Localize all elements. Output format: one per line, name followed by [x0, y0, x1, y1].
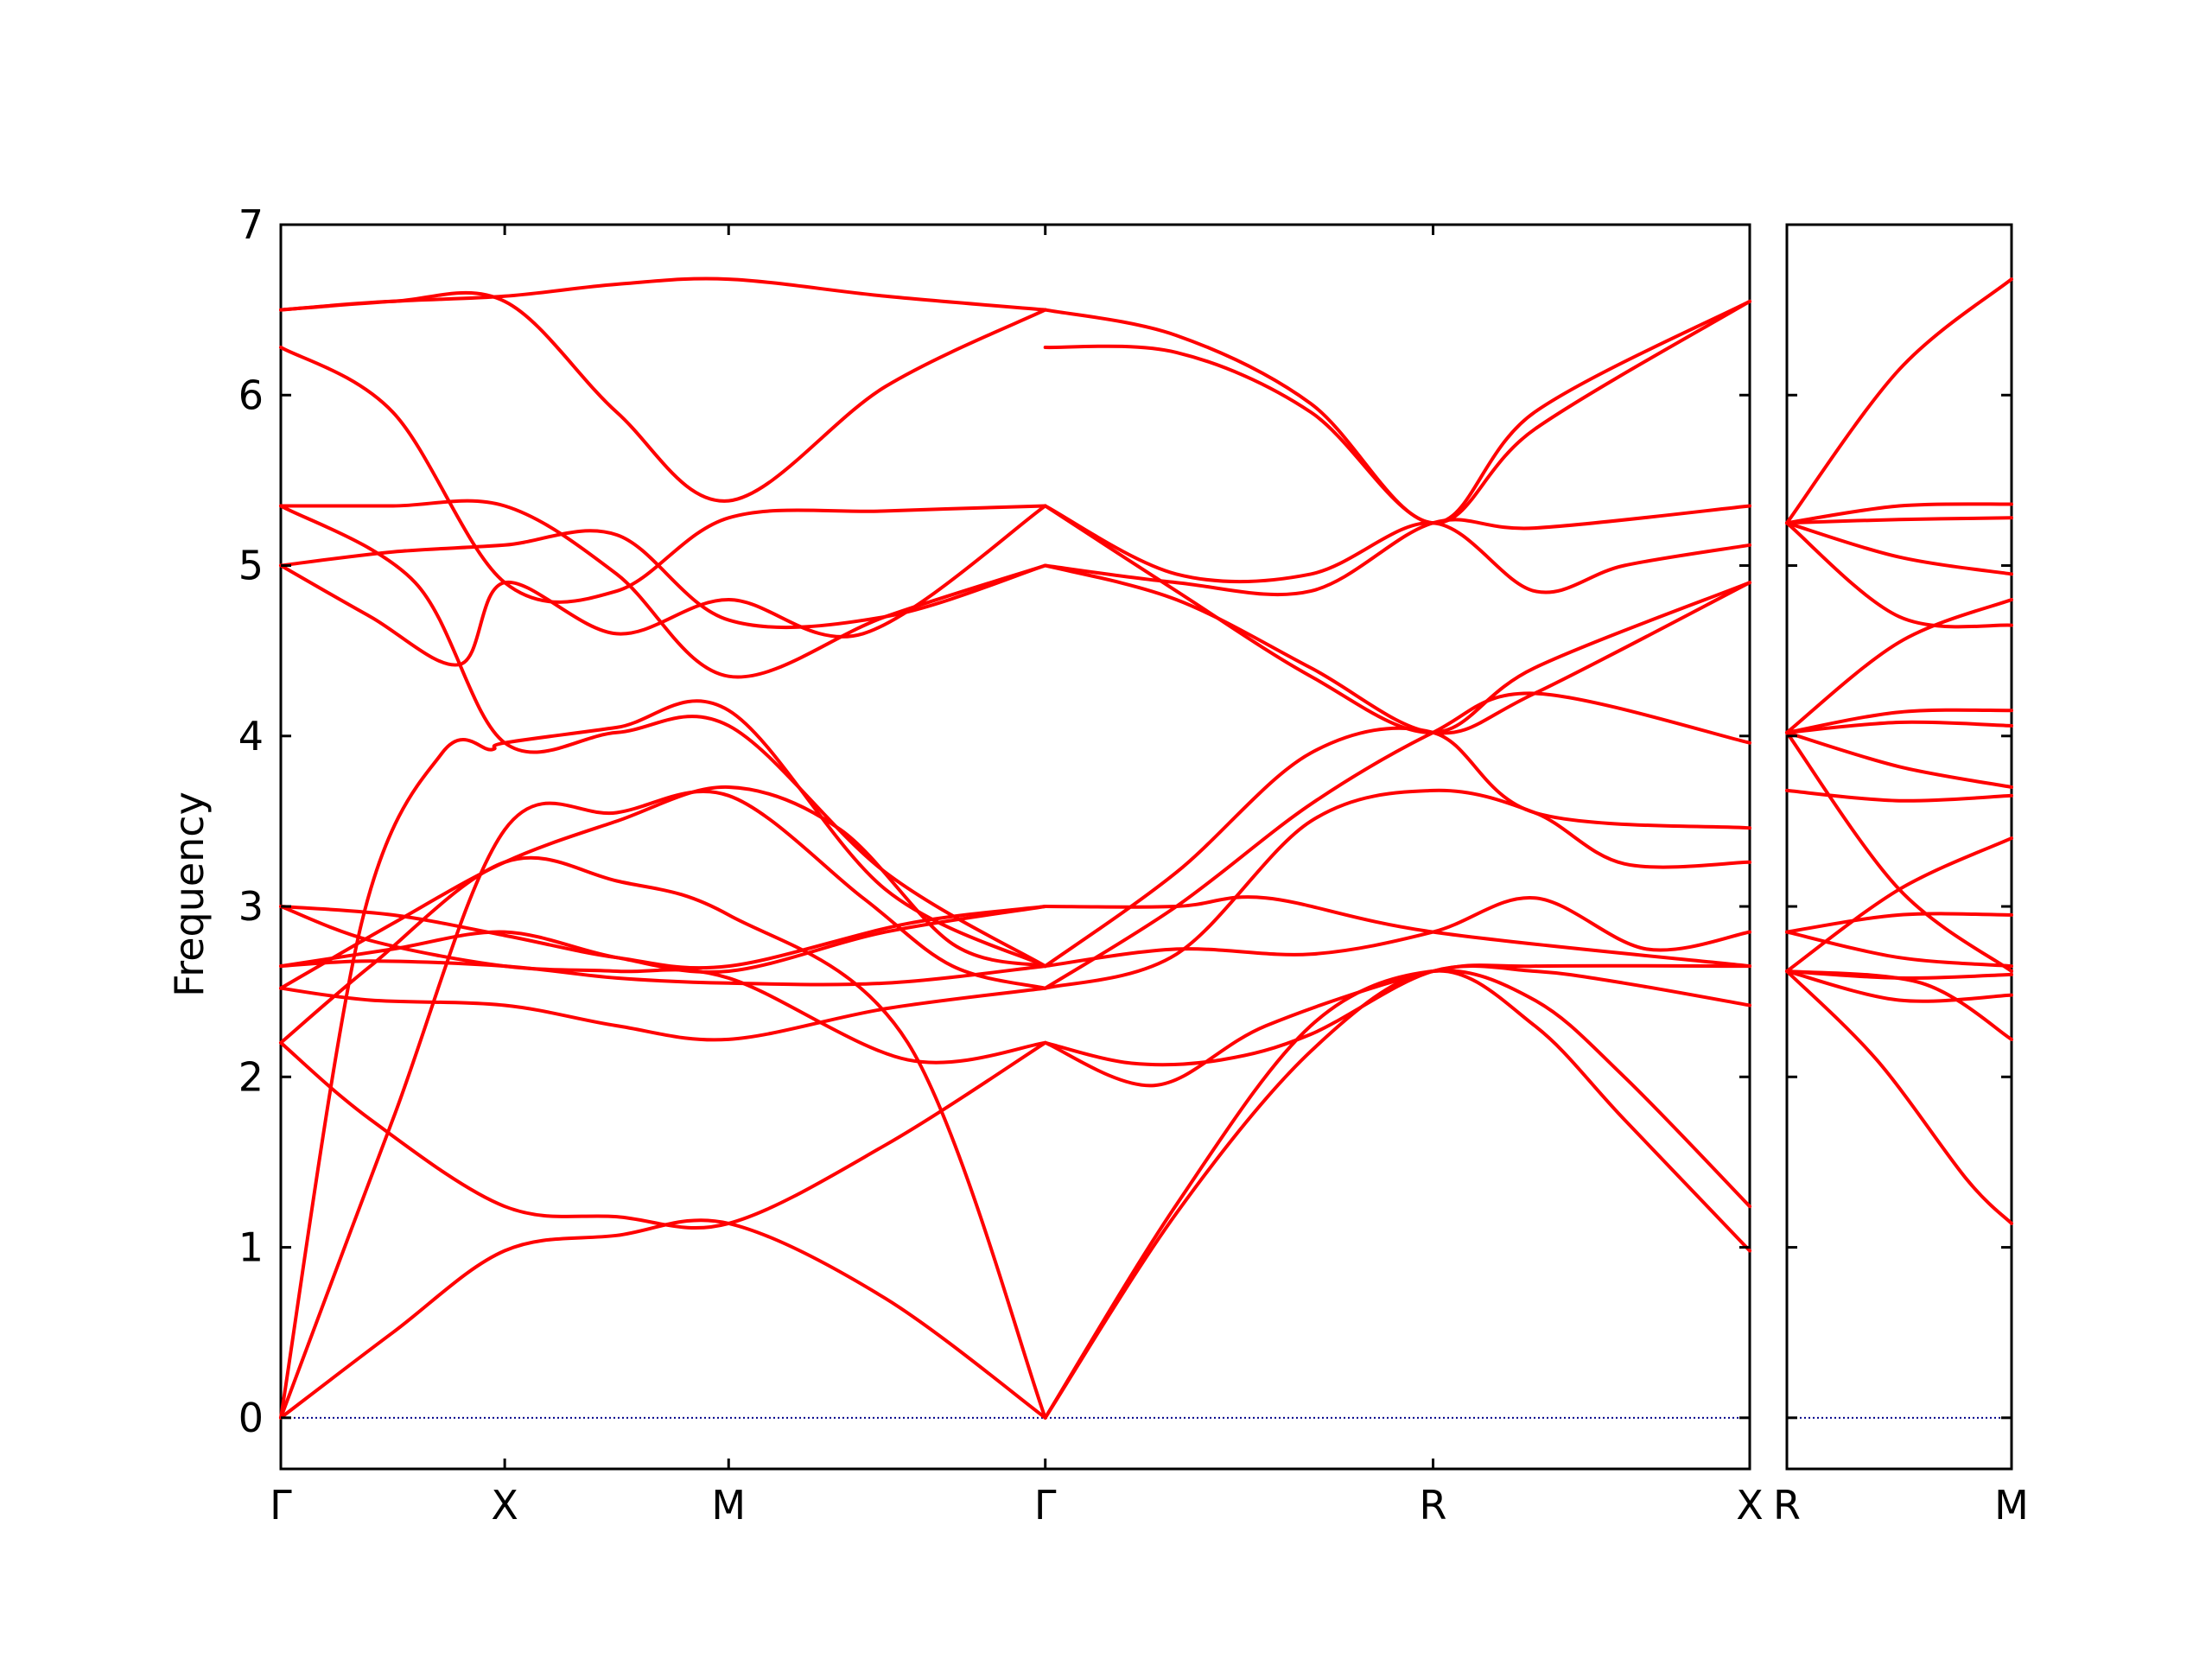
band-line [1043, 299, 1751, 525]
band-line [279, 785, 1047, 990]
band-line [1785, 730, 2013, 789]
band-line [279, 529, 1047, 630]
y-axis-label: Frequency [166, 791, 213, 997]
band-line [1785, 969, 2013, 1003]
x-tick-label: R [1773, 1482, 1801, 1529]
band-line [279, 699, 1047, 1420]
band-line [1043, 788, 1751, 990]
x-tick-label: M [1994, 1482, 2029, 1529]
y-tick-label: 1 [238, 1224, 264, 1271]
band-line [1043, 691, 1751, 990]
band-line [279, 276, 1047, 312]
y-tick-label: 6 [238, 372, 264, 418]
band-line [1785, 521, 2013, 629]
band-line [279, 346, 1047, 604]
x-tick-label: Γ [270, 1482, 292, 1529]
y-axis-ticks: 0 1 2 3 4 5 6 7 [238, 201, 1750, 1441]
band-line [279, 504, 1047, 667]
band-line [279, 504, 1047, 969]
band-line [1043, 504, 1751, 597]
x-tick-label: X [1736, 1482, 1764, 1529]
y-tick-label: 4 [238, 713, 264, 760]
band-line [279, 959, 1047, 987]
band-line [1043, 969, 1751, 1420]
band-line [1785, 720, 2013, 734]
panel-frame [279, 223, 1751, 1471]
band-line [1043, 969, 1751, 1420]
band-line [279, 855, 1047, 1420]
band-lines [1785, 277, 2013, 1225]
band-line [279, 499, 1047, 679]
band-line [1043, 726, 1751, 969]
y-tick-label: 0 [238, 1395, 264, 1441]
band-line [279, 905, 1047, 1065]
band-line [1785, 930, 2013, 969]
band-line [1785, 730, 2013, 973]
band-lines [279, 276, 1751, 1420]
y-tick-label: 2 [238, 1053, 264, 1100]
x-tick-label: M [711, 1482, 746, 1529]
band-line [1043, 563, 1751, 735]
band-line [279, 1040, 1047, 1230]
band-line [1785, 277, 2013, 525]
x-tick-label: R [1420, 1482, 1447, 1529]
band-line [279, 290, 1047, 503]
band-line [279, 790, 1047, 1420]
band-line [1785, 788, 2013, 803]
band-line [1785, 969, 2013, 1225]
band-line [1043, 964, 1751, 1067]
band-line [1785, 521, 2013, 576]
band-line [1785, 912, 2013, 934]
band-line [1043, 963, 1751, 1088]
band-line [1785, 502, 2013, 525]
y-tick-label: 3 [238, 883, 264, 930]
band-line [1043, 504, 1751, 734]
y-tick-label: 7 [238, 201, 264, 248]
band-line [1785, 969, 2013, 1041]
band-line [279, 1218, 1047, 1420]
panel-frame [1785, 223, 2013, 1471]
y-axis-ticks [1787, 223, 2012, 1420]
band-line [279, 905, 1047, 970]
x-tick-label: Γ [1034, 1482, 1057, 1529]
band-line [1785, 516, 2013, 525]
band-line [1785, 708, 2013, 734]
x-tick-label: X [491, 1482, 518, 1529]
band-line [1043, 299, 1751, 525]
main-band-panel: 0 1 2 3 4 5 6 7 Γ X M Γ R X [238, 201, 1764, 1529]
band-line [1785, 598, 2013, 734]
band-line [279, 986, 1047, 1042]
y-tick-label: 5 [238, 543, 264, 589]
band-line [1043, 895, 1751, 969]
